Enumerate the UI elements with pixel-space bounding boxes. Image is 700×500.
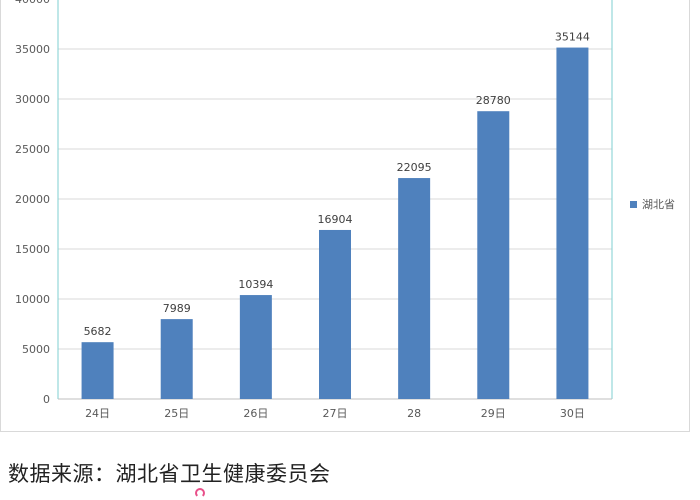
data-label: 16904 [318, 213, 353, 226]
x-tick-label: 26日 [243, 407, 268, 420]
data-label: 10394 [238, 278, 273, 291]
bar [239, 295, 272, 399]
x-tick-label: 28 [407, 407, 421, 420]
x-tick-label: 29日 [481, 407, 506, 420]
y-tick-label: 35000 [15, 43, 50, 56]
legend-label: 湖北省 [642, 198, 675, 211]
x-tick-label: 30日 [560, 407, 585, 420]
data-label: 22095 [397, 161, 432, 174]
bar [477, 111, 510, 399]
source-note: 数据来源：湖北省卫生健康委员会 [8, 462, 331, 486]
legend-swatch [630, 200, 637, 208]
bar-chart: 0 5000 10000 15000 20000 25000 30000 35000 40000… [15, 0, 613, 420]
data-label: 5682 [84, 325, 112, 338]
chart-frame [0, 0, 690, 432]
data-label: 35144 [555, 31, 590, 44]
bar [319, 229, 351, 399]
labels: 5682 24日 7989 25日 10394 26日 16904 27日 22095 28 287… [84, 31, 590, 420]
y-tick-label: 10000 [15, 293, 50, 306]
y-tick-label: 15000 [15, 243, 50, 256]
x-tick-label: 24日 [85, 407, 110, 420]
data-label: 28780 [476, 94, 511, 107]
x-tick-label: 25日 [164, 407, 189, 420]
y-tick-label: 0 [43, 393, 50, 406]
bars [81, 47, 589, 400]
legend: 湖北省 [630, 196, 675, 212]
bar [160, 319, 193, 399]
data-label: 7989 [163, 302, 191, 315]
y-tick-label: 25000 [15, 143, 50, 156]
bar [556, 47, 589, 400]
bar [81, 342, 114, 399]
y-tick-label: 40000 [15, 0, 50, 6]
y-tick-label: 20000 [15, 193, 50, 206]
decorative-mark [195, 488, 205, 498]
y-tick-label: 30000 [15, 93, 50, 106]
x-tick-label: 27日 [323, 407, 348, 420]
bar [398, 178, 431, 399]
y-tick-label: 5000 [22, 343, 50, 356]
